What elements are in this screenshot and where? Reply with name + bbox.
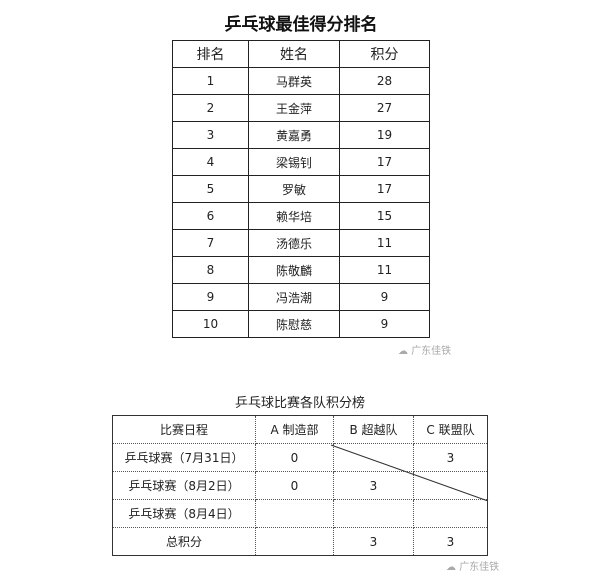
table-cell: 总积分 xyxy=(112,527,256,556)
table-header-row: 比赛日程 A 制造部 B 超越队 C 联盟队 xyxy=(112,415,488,444)
ranking-table: 排名 姓名 积分 1 马群英 28 2 王金萍 27 3 黄嘉勇 19 4 梁锡钊 17 5 罗敏 17 6 赖… xyxy=(172,40,430,338)
table-cell xyxy=(333,443,414,472)
table-cell: 乒乓球赛（7月31日） xyxy=(112,443,256,472)
table-row: 乒乓球赛（8月2日） 0 3 xyxy=(112,471,488,500)
table-row: 10 陈慰慈 9 xyxy=(172,310,430,338)
table-row: 7 汤德乐 11 xyxy=(172,229,430,257)
ranking-title: 乒乓球最佳得分排名 xyxy=(224,15,378,35)
header-cell: 姓名 xyxy=(248,40,340,68)
teams-title: 乒乓球比赛各队积分榜 xyxy=(234,396,365,411)
watermark: ☁ 广东佳铁 xyxy=(398,346,452,357)
table-cell xyxy=(255,527,334,556)
table-cell: 27 xyxy=(339,94,430,122)
header-cell: 排名 xyxy=(172,40,249,68)
table-cell: 9 xyxy=(339,283,430,311)
table-cell: 3 xyxy=(333,527,414,556)
header-cell: C 联盟队 xyxy=(413,415,488,444)
header-cell: B 超越队 xyxy=(333,415,414,444)
table-cell: 汤德乐 xyxy=(248,229,340,257)
table-cell: 11 xyxy=(339,256,430,284)
table-cell: 3 xyxy=(413,527,488,556)
header-cell: 比赛日程 xyxy=(112,415,256,444)
teams-table: 比赛日程 A 制造部 B 超越队 C 联盟队 乒乓球赛（7月31日） 0 3 乒乓球赛… xyxy=(112,415,488,556)
table-cell: 5 xyxy=(172,175,249,203)
watermark-text: 广东佳铁 xyxy=(411,346,452,357)
table-cell: 黄嘉勇 xyxy=(248,121,340,149)
table-cell: 陈敬麟 xyxy=(248,256,340,284)
table-cell: 乒乓球赛（8月4日） xyxy=(112,499,256,528)
table-row: 9 冯浩潮 9 xyxy=(172,283,430,311)
table-cell: 罗敏 xyxy=(248,175,340,203)
table-row: 乒乓球赛（7月31日） 0 3 xyxy=(112,443,488,472)
table-cell: 王金萍 xyxy=(248,94,340,122)
table-cell: 7 xyxy=(172,229,249,257)
table-row: 4 梁锡钊 17 xyxy=(172,148,430,176)
table-cell: 1 xyxy=(172,67,249,95)
table-cell: 8 xyxy=(172,256,249,284)
table-cell: 6 xyxy=(172,202,249,230)
table-cell: 马群英 xyxy=(248,67,340,95)
table-row: 1 马群英 28 xyxy=(172,67,430,95)
table-cell: 17 xyxy=(339,148,430,176)
table-cell: 梁锡钊 xyxy=(248,148,340,176)
table-cell: 陈慰慈 xyxy=(248,310,340,338)
table-cell: 19 xyxy=(339,121,430,149)
table-row: 总积分 3 3 xyxy=(112,527,488,556)
table-row: 8 陈敬麟 11 xyxy=(172,256,430,284)
table-cell: 3 xyxy=(172,121,249,149)
header-cell: 积分 xyxy=(339,40,430,68)
table-cell: 11 xyxy=(339,229,430,257)
header-cell: A 制造部 xyxy=(255,415,334,444)
table-cell: 2 xyxy=(172,94,249,122)
watermark: ☁ 广东佳铁 xyxy=(446,562,500,573)
table-row: 乒乓球赛（8月4日） xyxy=(112,499,488,528)
table-cell xyxy=(413,499,488,528)
table-cell: 9 xyxy=(172,283,249,311)
table-cell xyxy=(333,499,414,528)
table-cell: 10 xyxy=(172,310,249,338)
table-cell xyxy=(413,471,488,500)
table-row: 5 罗敏 17 xyxy=(172,175,430,203)
table-cell: 15 xyxy=(339,202,430,230)
table-cell: 3 xyxy=(333,471,414,500)
table-cell: 0 xyxy=(255,443,334,472)
table-cell: 28 xyxy=(339,67,430,95)
table-header-row: 排名 姓名 积分 xyxy=(172,40,430,68)
table-cell: 乒乓球赛（8月2日） xyxy=(112,471,256,500)
table-row: 3 黄嘉勇 19 xyxy=(172,121,430,149)
table-cell: 冯浩潮 xyxy=(248,283,340,311)
table-row: 2 王金萍 27 xyxy=(172,94,430,122)
table-cell xyxy=(255,499,334,528)
table-cell: 赖华培 xyxy=(248,202,340,230)
table-cell: 0 xyxy=(255,471,334,500)
watermark-text: 广东佳铁 xyxy=(459,562,500,573)
table-cell: 4 xyxy=(172,148,249,176)
table-row: 6 赖华培 15 xyxy=(172,202,430,230)
table-cell: 3 xyxy=(413,443,488,472)
table-cell: 9 xyxy=(339,310,430,338)
table-cell: 17 xyxy=(339,175,430,203)
